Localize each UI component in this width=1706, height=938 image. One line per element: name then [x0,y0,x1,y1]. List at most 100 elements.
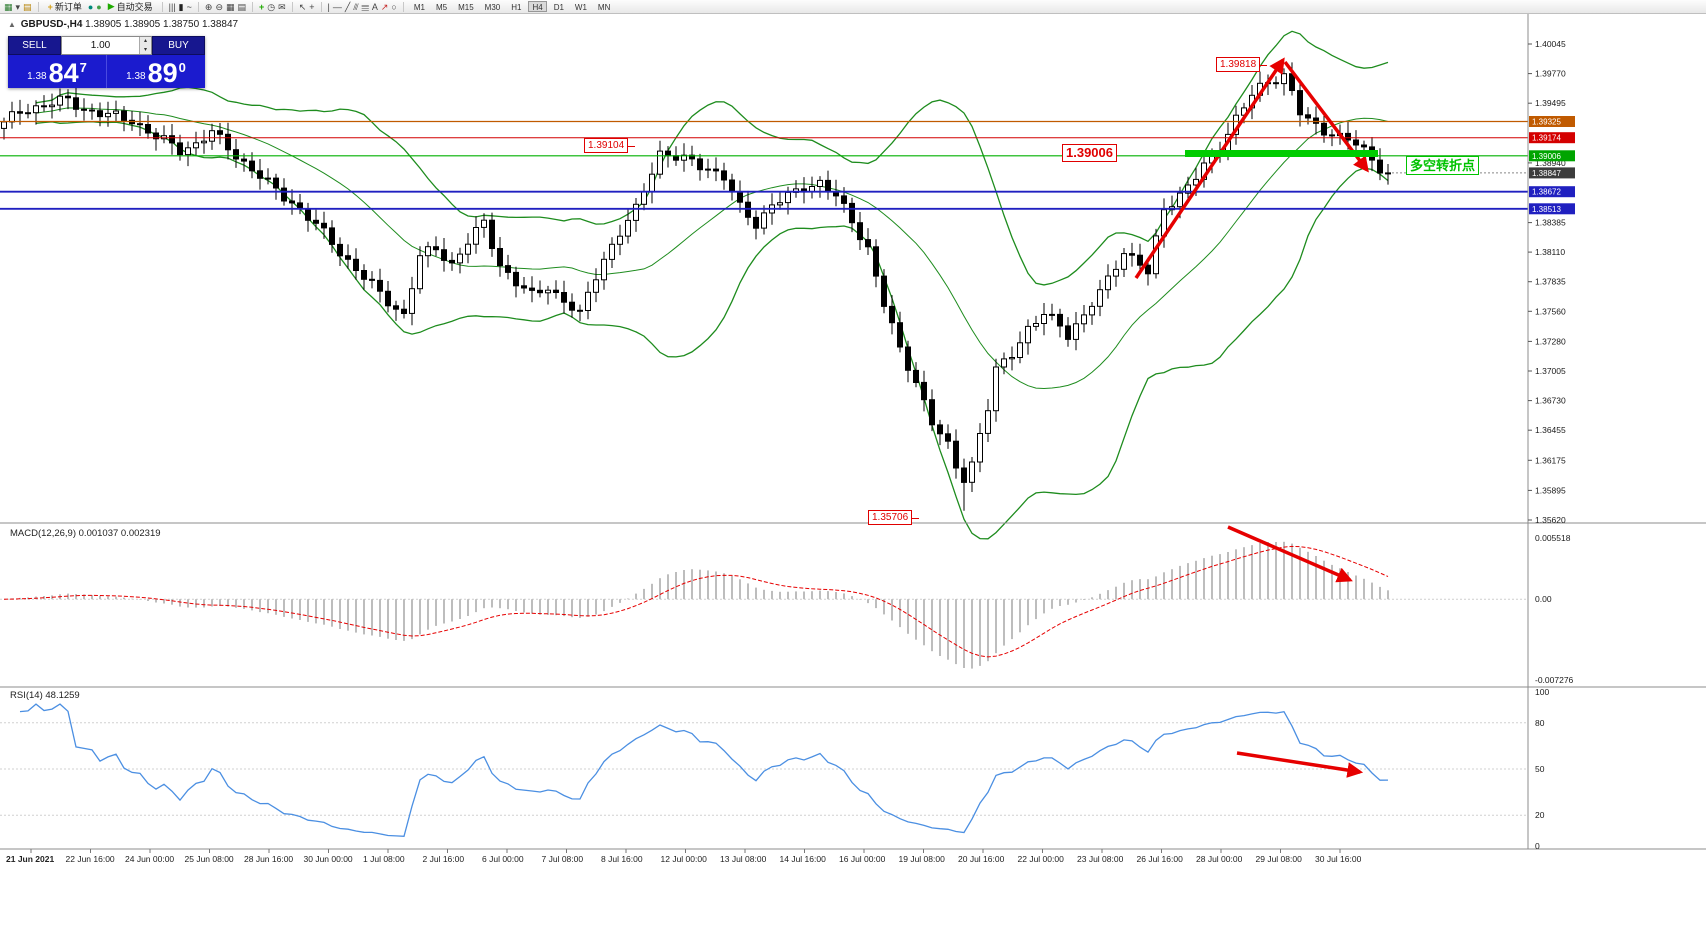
rsi-panel-label: RSI(14) 48.1259 [10,690,80,701]
timeframe-m5-button[interactable]: M5 [432,1,451,12]
buy-price-big-digits: 89 [147,58,178,88]
timeframe-m30-button[interactable]: M30 [481,1,505,12]
tile-windows-icon[interactable]: ▦ [225,1,235,12]
fibonacci-icon[interactable]: 𝄙 [361,1,369,12]
volume-up-button[interactable]: ▴ [140,37,151,46]
mid-price-annotation[interactable]: 1.39104 [584,138,636,153]
horizontal-line-icon[interactable]: — [332,1,342,12]
cascade-windows-icon[interactable]: ▤ [237,1,247,12]
svg-text:23 Jul 08:00: 23 Jul 08:00 [1077,854,1124,864]
volume-down-button[interactable]: ▾ [140,45,151,54]
peak-price-annotation[interactable]: 1.39818 [1216,57,1268,72]
cursor-icon[interactable]: ↖ [298,1,307,12]
bar-chart-icon[interactable]: ||| [168,1,176,12]
toolbar-separator [402,1,404,12]
turning-point-annotation[interactable]: 多空转折点 [1406,156,1480,175]
arrows-tool-icon[interactable]: ↗ [380,1,389,12]
market-watch-icon[interactable]: ● [96,1,102,12]
volume-stepper[interactable]: 1.00 ▴ ▾ [61,36,152,55]
support-zone-bar[interactable] [1185,150,1378,157]
buy-price-panel[interactable]: 1.38 89 0 [106,55,205,88]
svg-text:29 Jul 08:00: 29 Jul 08:00 [1256,854,1303,864]
svg-text:16 Jul 00:00: 16 Jul 00:00 [839,854,886,864]
buy-price-pip-digit: 0 [178,60,186,75]
svg-text:1.37005: 1.37005 [1535,366,1566,376]
svg-text:50: 50 [1535,764,1545,774]
sell-price-panel[interactable]: 1.38 84 7 [8,55,106,88]
profiles-icon[interactable]: ▤ [23,1,32,12]
new-order-button[interactable]: + 新订单 [45,1,85,13]
buy-button[interactable]: BUY [152,36,205,55]
new-order-icon: + [47,1,53,12]
svg-text:1.37280: 1.37280 [1535,336,1566,346]
toolbar-separator [291,1,293,12]
svg-text:1.39495: 1.39495 [1535,98,1566,108]
indicators-icon[interactable]: ● [87,1,94,12]
price-chart-canvas[interactable]: 1.400451.397701.394951.389401.383851.381… [0,14,1706,938]
svg-text:14 Jul 16:00: 14 Jul 16:00 [780,854,827,864]
timeframes-dropdown-icon[interactable]: ◷ [267,1,276,12]
sell-button[interactable]: SELL [8,36,61,55]
svg-text:0.005518: 0.005518 [1535,533,1571,543]
svg-text:1.35895: 1.35895 [1535,485,1566,495]
timeframe-m15-button[interactable]: M15 [454,1,478,12]
timeframe-h1-button[interactable]: H1 [507,1,525,12]
zoom-in-icon[interactable]: ⊕ [204,1,213,12]
channel-icon[interactable]: ⫻ [353,1,359,12]
main-toolbar: ▦ ▾ ▤ + 新订单 ● ● ▶ 自动交易 ||| ▮ ~ ⊕ ⊖ ▦ ▤ +… [0,0,1706,14]
svg-text:1.38847: 1.38847 [1532,169,1561,178]
trendline-icon[interactable]: ╱ [344,1,351,12]
svg-text:6 Jul 00:00: 6 Jul 00:00 [482,854,524,864]
candle-chart-icon[interactable]: ▮ [178,1,184,12]
autotrading-button[interactable]: ▶ 自动交易 [105,1,156,13]
svg-text:1.37560: 1.37560 [1535,306,1566,316]
volume-value[interactable]: 1.00 [90,40,111,51]
trade-widget-price-row: 1.38 84 7 1.38 89 0 [8,55,205,88]
timeframe-w1-button[interactable]: W1 [571,1,591,12]
toolbar-separator [252,1,254,12]
svg-text:1.38513: 1.38513 [1532,205,1561,214]
sell-price-big-digits: 84 [48,58,79,88]
svg-text:1.39006: 1.39006 [1532,152,1561,161]
collapse-triangle-icon[interactable]: ▲ [8,20,16,29]
text-tool-icon[interactable]: A [371,1,378,12]
low-price-annotation[interactable]: 1.35706 [868,510,920,525]
zoom-out-icon[interactable]: ⊖ [215,1,223,12]
one-click-trading-widget: SELL 1.00 ▴ ▾ BUY 1.38 84 7 1.38 89 0 [8,36,205,88]
timeframe-m1-button[interactable]: M1 [410,1,429,12]
timeframe-d1-button[interactable]: D1 [550,1,568,12]
svg-text:1.39325: 1.39325 [1532,118,1561,127]
svg-text:1.35620: 1.35620 [1535,515,1566,525]
templates-icon[interactable]: ✉ [278,1,286,12]
shapes-tool-icon[interactable]: ○ [391,1,397,12]
svg-text:22 Jul 00:00: 22 Jul 00:00 [1018,854,1065,864]
svg-text:22 Jun 16:00: 22 Jun 16:00 [66,854,115,864]
timeframe-mn-button[interactable]: MN [594,1,614,12]
svg-text:1 Jul 08:00: 1 Jul 08:00 [363,854,405,864]
macd-panel-label: MACD(12,26,9) 0.001037 0.002319 [10,528,161,539]
svg-text:19 Jul 08:00: 19 Jul 08:00 [899,854,946,864]
add-indicator-icon[interactable]: + [259,1,265,12]
svg-text:1.39770: 1.39770 [1535,69,1566,79]
svg-text:28 Jul 00:00: 28 Jul 00:00 [1196,854,1243,864]
svg-text:2 Jul 16:00: 2 Jul 16:00 [423,854,465,864]
vertical-line-icon[interactable]: | [327,1,330,12]
symbol-timeframe-label: GBPUSD-,H4 [20,19,83,30]
toolbar-separator [197,1,199,12]
timeframe-h4-button[interactable]: H4 [528,1,547,12]
rsi-name: RSI(14) [10,690,43,701]
key-level-annotation[interactable]: 1.39006 [1062,144,1117,162]
line-chart-icon[interactable]: ~ [186,1,192,12]
svg-text:0: 0 [1535,841,1540,851]
svg-text:1.36175: 1.36175 [1535,455,1566,465]
macd-name: MACD(12,26,9) [10,528,76,539]
svg-text:25 Jun 08:00: 25 Jun 08:00 [185,854,234,864]
svg-text:30 Jun 00:00: 30 Jun 00:00 [304,854,353,864]
new-chart-icon[interactable]: ▦ [4,1,13,12]
svg-text:1.37835: 1.37835 [1535,277,1566,287]
volume-buttons: ▴ ▾ [139,37,151,54]
crosshair-icon[interactable]: + [309,1,315,12]
chart-dropdown-icon[interactable]: ▾ [15,1,21,12]
toolbar-separator [320,1,322,12]
